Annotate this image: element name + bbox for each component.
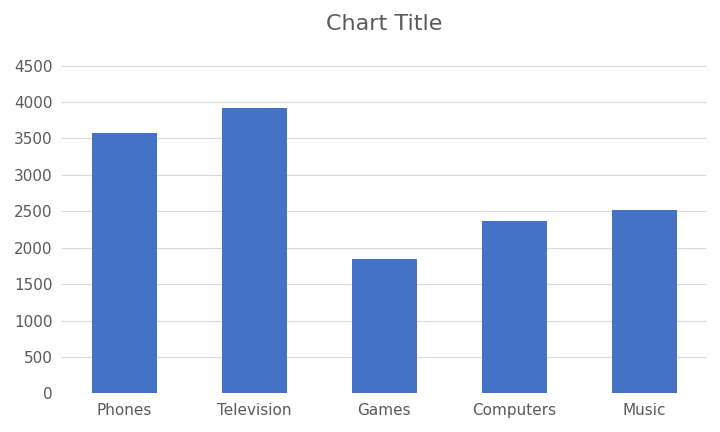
Bar [351, 259, 417, 394]
Bar [482, 221, 546, 394]
Bar [612, 210, 677, 394]
Bar [91, 133, 156, 394]
Bar [222, 108, 287, 394]
Title: Chart Title: Chart Title [326, 14, 442, 34]
